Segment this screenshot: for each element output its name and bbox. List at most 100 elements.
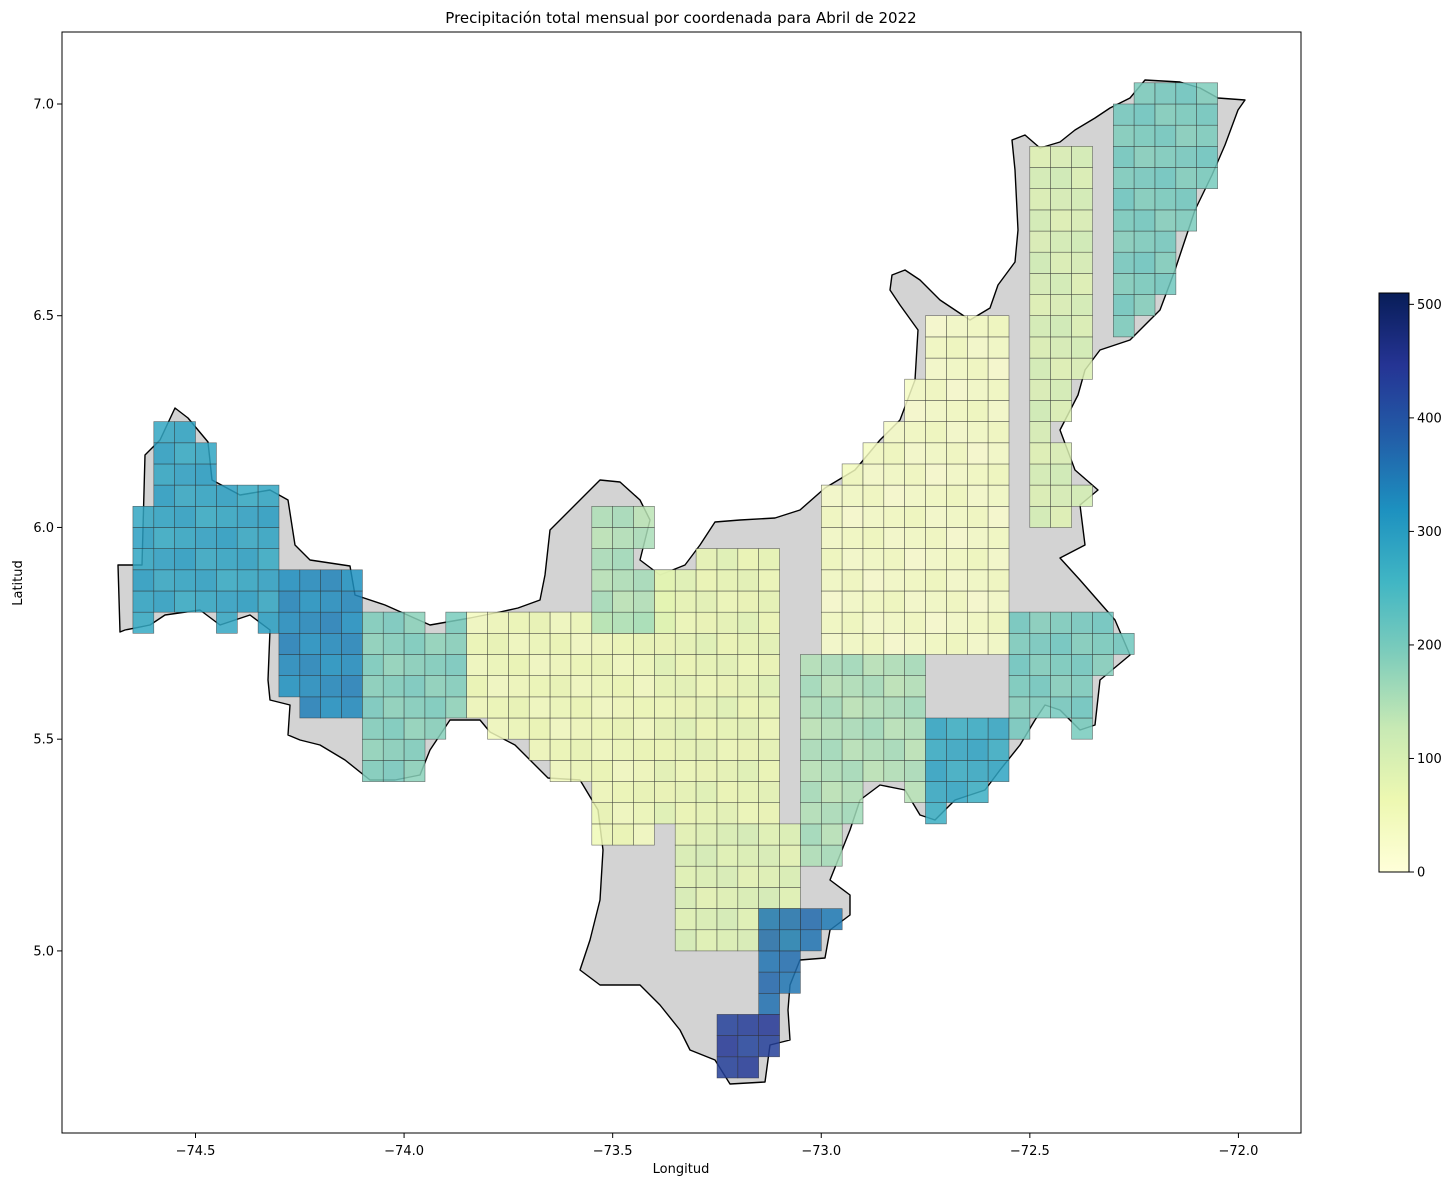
grid-cell <box>820 696 843 719</box>
grid-cell <box>216 590 238 613</box>
grid-cell <box>195 442 217 465</box>
grid-cell <box>716 1014 739 1036</box>
grid-cell <box>987 315 1010 338</box>
grid-cell <box>612 760 634 782</box>
grid-cell <box>654 675 676 698</box>
grid-cell <box>946 442 968 465</box>
grid-cell <box>362 675 384 698</box>
grid-cell <box>1154 251 1177 274</box>
grid-cell <box>403 675 426 698</box>
grid-cell <box>570 738 593 761</box>
grid-cell <box>1029 273 1052 295</box>
grid-cell <box>841 548 864 571</box>
grid-cell <box>1175 124 1198 147</box>
grid-cell <box>153 484 176 507</box>
y-tick-label: 5.0 <box>33 944 54 959</box>
grid-cell <box>841 611 864 634</box>
grid-cell <box>1029 611 1052 634</box>
grid-cell <box>841 760 864 782</box>
grid-cell <box>674 908 697 931</box>
grid-cell <box>820 738 843 761</box>
grid-cell <box>299 654 321 677</box>
colorbar: 0 100 200 300 400 500 <box>1378 292 1442 881</box>
grid-cell <box>925 336 947 359</box>
grid-cell <box>1050 357 1072 380</box>
grid-cell <box>1071 146 1093 168</box>
grid-cell <box>549 738 572 761</box>
grid-cell <box>674 675 697 698</box>
grid-cell <box>820 908 843 931</box>
grid-cell <box>946 548 968 571</box>
grid-cell <box>800 802 822 825</box>
grid-cell <box>716 760 739 782</box>
grid-cell <box>695 802 718 825</box>
grid-cell <box>549 675 572 698</box>
grid-cell <box>1092 611 1114 634</box>
grid-cell <box>987 569 1010 592</box>
grid-cell <box>674 696 697 719</box>
grid-cell <box>925 760 947 782</box>
grid-cell <box>695 738 718 761</box>
grid-cell <box>904 781 926 804</box>
grid-cell <box>820 632 843 655</box>
grid-cell <box>779 971 801 994</box>
grid-cell <box>1050 273 1072 295</box>
grid-cell <box>174 548 196 571</box>
grid-cell <box>737 802 759 825</box>
grid-cell <box>132 590 155 613</box>
grid-cell <box>695 590 718 613</box>
grid-cell <box>1071 717 1093 740</box>
grid-cell <box>987 400 1010 422</box>
grid-cell <box>174 505 196 528</box>
grid-cell <box>591 802 613 825</box>
grid-cell <box>528 632 551 655</box>
grid-cell <box>695 696 718 719</box>
grid-cell <box>1050 632 1072 655</box>
grid-cell <box>925 463 947 486</box>
grid-cell <box>654 760 676 782</box>
grid-cell <box>612 696 634 719</box>
grid-cell <box>1133 230 1156 253</box>
grid-cell <box>257 527 280 550</box>
grid-cell <box>382 632 405 655</box>
grid-cell <box>946 527 968 550</box>
grid-cell <box>883 505 905 528</box>
grid-cell <box>820 569 843 592</box>
grid-cell <box>925 569 947 592</box>
grid-cell <box>1175 82 1198 105</box>
grid-cell <box>674 865 697 888</box>
grid-cell <box>862 632 885 655</box>
grid-cell <box>737 548 759 571</box>
grid-cell <box>195 548 217 571</box>
grid-cell <box>654 590 676 613</box>
y-tick-label: 6.0 <box>33 521 54 536</box>
grid-cell <box>1071 315 1093 338</box>
grid-cell <box>758 738 780 761</box>
grid-cell <box>862 484 885 507</box>
grid-cell <box>695 844 718 867</box>
grid-cell <box>466 632 488 655</box>
grid-cell <box>1071 294 1093 317</box>
grid-cell <box>716 696 739 719</box>
grid-cell <box>341 696 363 719</box>
grid-cell <box>445 611 467 634</box>
grid-cell <box>904 717 926 740</box>
grid-cell <box>987 357 1010 380</box>
grid-cell <box>883 738 905 761</box>
grid-cell <box>820 484 843 507</box>
grid-cell <box>1133 294 1156 317</box>
grid-cell <box>966 336 989 359</box>
grid-cell <box>1113 230 1135 253</box>
grid-cell <box>1050 400 1072 422</box>
map-plot-area <box>117 79 1246 1085</box>
grid-cell <box>1071 675 1093 698</box>
grid-cell <box>966 527 989 550</box>
grid-cell <box>674 887 697 909</box>
grid-cell <box>966 442 989 465</box>
grid-cell <box>674 781 697 804</box>
grid-cell <box>862 738 885 761</box>
grid-cell <box>216 611 238 634</box>
grid-cell <box>1050 294 1072 317</box>
grid-cell <box>153 442 176 465</box>
grid-cell <box>633 569 655 592</box>
